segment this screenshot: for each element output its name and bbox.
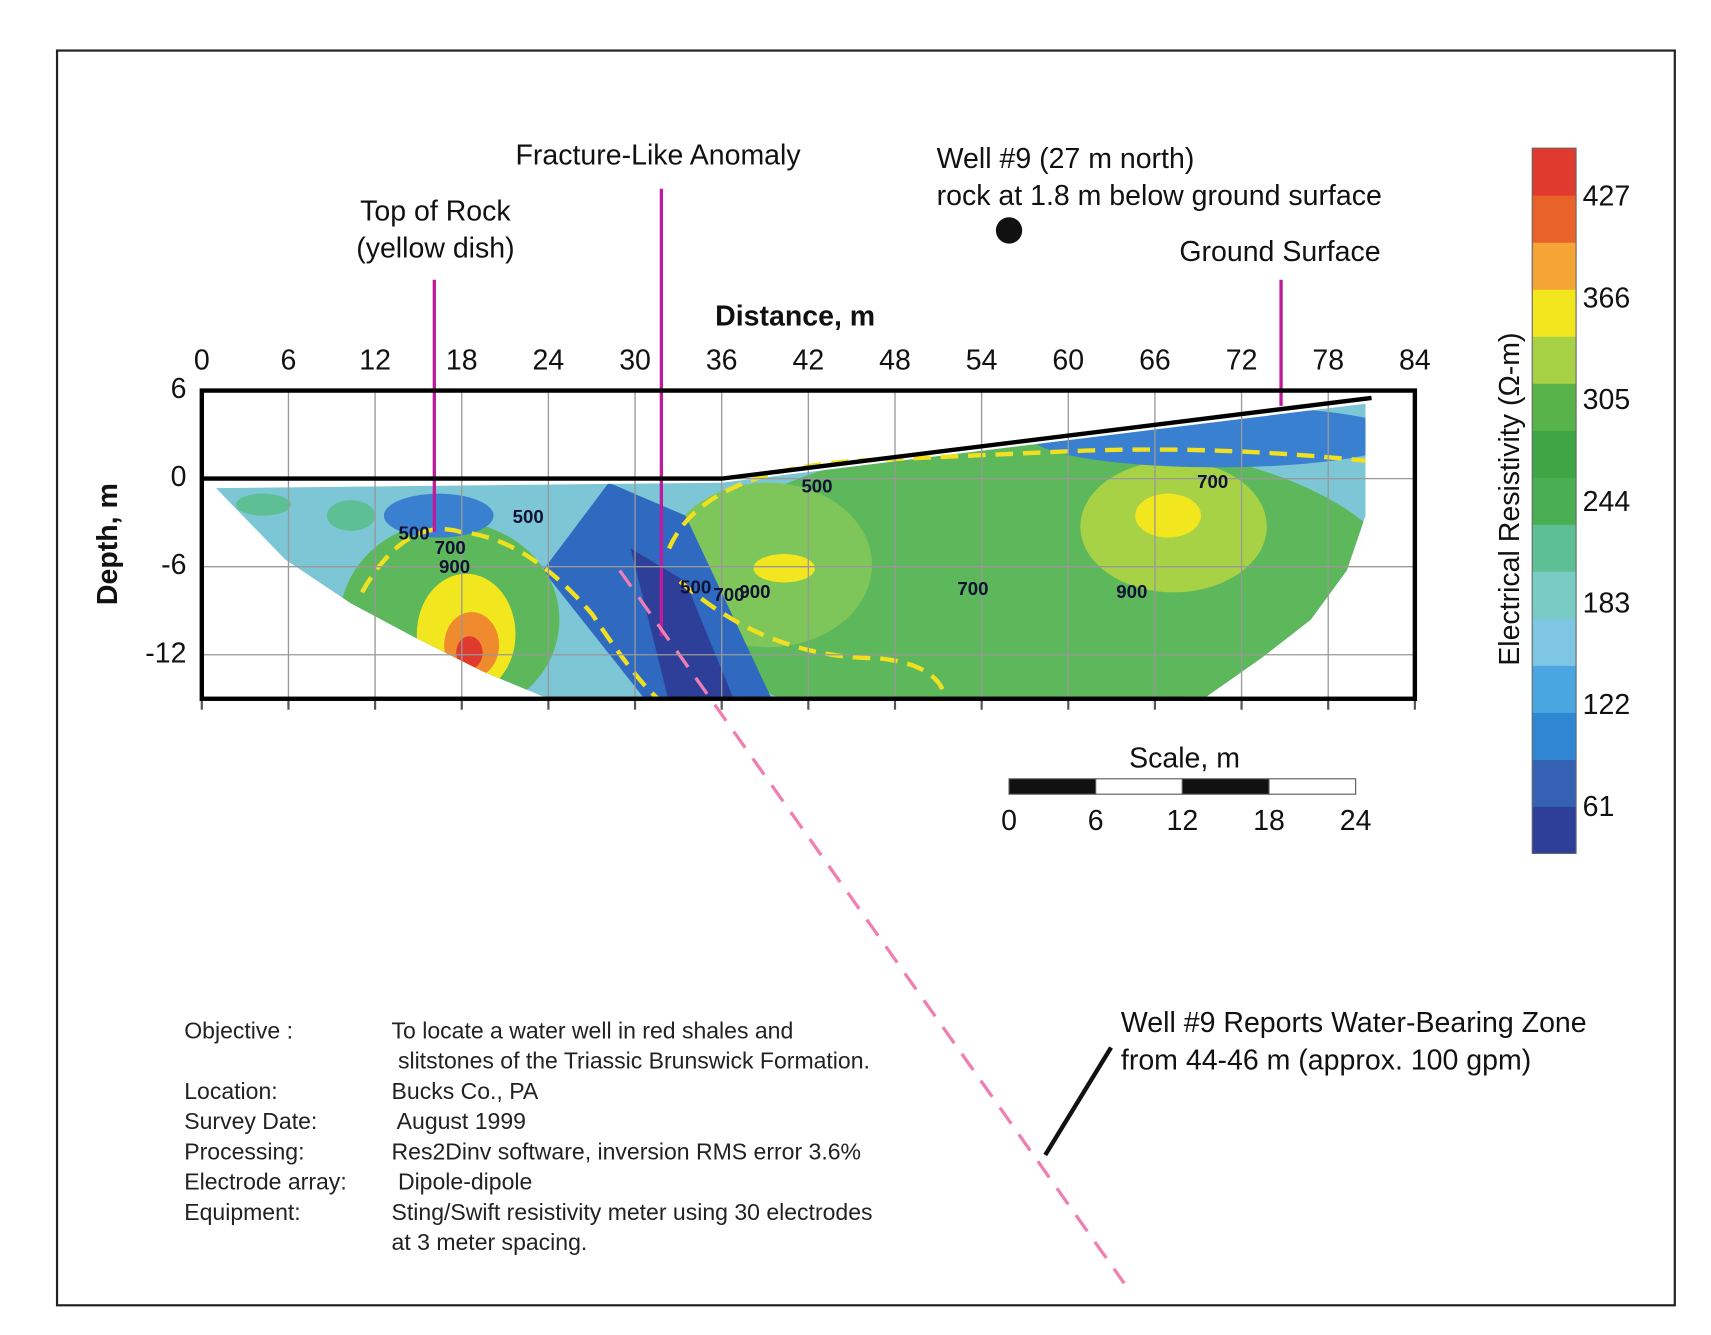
colorbar-band (1532, 383, 1577, 431)
annotation: Well #9 (27 m north) (937, 143, 1195, 175)
note-label: Objective : (184, 1017, 293, 1043)
colorbar-band (1532, 665, 1577, 713)
contour-label: 700 (957, 578, 988, 599)
note-label: Location: (184, 1078, 277, 1104)
x-tick-label: 24 (533, 345, 565, 377)
colorbar-band (1532, 524, 1577, 572)
colorbar-tick-label: 305 (1583, 384, 1631, 416)
note-text: August 1999 (392, 1108, 526, 1134)
colorbar-band (1532, 289, 1577, 337)
colorbar-band (1532, 242, 1577, 290)
annotation: Top of Rock (360, 195, 511, 227)
note-label: Processing: (184, 1138, 304, 1164)
x-tick-label: 48 (879, 345, 911, 377)
plot-frame (199, 388, 1418, 701)
leader-lines (432, 188, 1283, 637)
scale-segment (1268, 778, 1357, 795)
x-tick-label: 36 (706, 345, 738, 377)
well-marker (995, 217, 1023, 244)
note-text: Sting/Swift resistivity meter using 30 e… (392, 1199, 873, 1225)
colorbar-title: Electrical Resistivity (Ω-m) (1494, 333, 1526, 666)
x-tick-label: 60 (1052, 345, 1084, 377)
note-label: Survey Date: (184, 1108, 317, 1134)
y-tick-label: -6 (161, 549, 186, 581)
y-axis-title: Depth, m (92, 483, 124, 605)
contour-label: 700 (713, 584, 744, 605)
contour-label: 900 (739, 581, 770, 602)
contour-label: 500 (801, 475, 832, 496)
contour-label: 900 (439, 556, 470, 577)
colorbar-tick-label: 183 (1583, 588, 1631, 620)
colorbar-band (1532, 195, 1577, 243)
ground-surface (201, 395, 1372, 481)
x-tick-label: 66 (1139, 345, 1171, 377)
colorbar-band (1532, 430, 1577, 478)
colorbar-tick-label: 366 (1583, 282, 1631, 314)
scale-tick-label: 18 (1253, 805, 1285, 837)
scale-segment (1181, 778, 1270, 795)
x-tick-label: 0 (194, 345, 210, 377)
note-text: Dipole-dipole (392, 1169, 533, 1195)
note-text: Bucks Co., PA (392, 1078, 539, 1104)
x-axis-title: Distance, m (715, 301, 875, 333)
fracture-projection (618, 569, 1126, 1285)
colorbar-band (1532, 759, 1577, 807)
contour-label: 700 (1197, 471, 1228, 492)
colorbar-tick-label: 427 (1583, 181, 1631, 213)
x-tick-label: 18 (446, 345, 478, 377)
contour-label: 500 (399, 522, 430, 543)
scale-title: Scale, m (1129, 743, 1240, 775)
annotation: Well #9 Reports Water-Bearing Zone (1121, 1007, 1587, 1039)
chart-layer: 0 6 12 18 24 30 36 42 48 54 60 66 72 78 8460-6-12Dista… (92, 139, 1630, 1255)
annotation: rock at 1.8 m below ground surface (937, 180, 1382, 212)
scale-segment (1008, 778, 1097, 795)
scale-tick-label: 6 (1088, 805, 1104, 837)
annotation: Ground Surface (1179, 236, 1380, 268)
x-tick-label: 54 (966, 345, 998, 377)
contour-label: 500 (680, 577, 711, 598)
note-label: Equipment: (184, 1199, 300, 1225)
note-text: slitstones of the Triassic Brunswick For… (392, 1048, 870, 1074)
x-tick-label: 6 (281, 345, 297, 377)
colorbar-band (1532, 712, 1577, 760)
x-tick-label: 42 (792, 345, 824, 377)
pointer (1043, 1046, 1113, 1157)
note-text: To locate a water well in red shales and (392, 1017, 794, 1043)
annotation: (yellow dish) (356, 233, 514, 265)
y-tick-label: 6 (171, 373, 187, 405)
colorbar-tick-label: 244 (1583, 486, 1631, 518)
scale-tick-label: 0 (1001, 805, 1017, 837)
annotation: Fracture-Like Anomaly (516, 139, 802, 171)
colorbar-tick-label: 122 (1583, 689, 1631, 721)
x-tick-label: 72 (1226, 345, 1258, 377)
x-tick-label: 78 (1312, 345, 1344, 377)
y-tick-label: -12 (145, 637, 186, 669)
note-text: Res2Dinv software, inversion RMS error 3… (392, 1138, 861, 1164)
colorbar-frame (1531, 147, 1577, 854)
colorbar-band (1532, 336, 1577, 384)
scale-tick-label: 12 (1166, 805, 1198, 837)
colorbar-band (1532, 477, 1577, 525)
note-text: at 3 meter spacing. (392, 1229, 588, 1255)
contour-label: 500 (513, 506, 544, 527)
scale-tick-label: 24 (1340, 805, 1372, 837)
scale-segment (1095, 778, 1183, 795)
x-tick-label: 84 (1399, 345, 1431, 377)
colorbar-band (1532, 806, 1577, 854)
contour-label: 700 (435, 537, 466, 558)
annotation: from 44-46 m (approx. 100 gpm) (1121, 1044, 1531, 1076)
x-tick-label: 30 (619, 345, 651, 377)
rock-contours (360, 447, 1366, 701)
colorbar-band (1532, 148, 1577, 196)
note-label: Electrode array: (184, 1169, 346, 1195)
colorbar-band (1532, 618, 1577, 666)
colorbar-tick-label: 61 (1583, 791, 1615, 823)
y-tick-label: 0 (171, 461, 187, 493)
contour-label: 900 (1116, 581, 1147, 602)
x-tick-label: 12 (359, 345, 391, 377)
colorbar-band (1532, 571, 1577, 619)
